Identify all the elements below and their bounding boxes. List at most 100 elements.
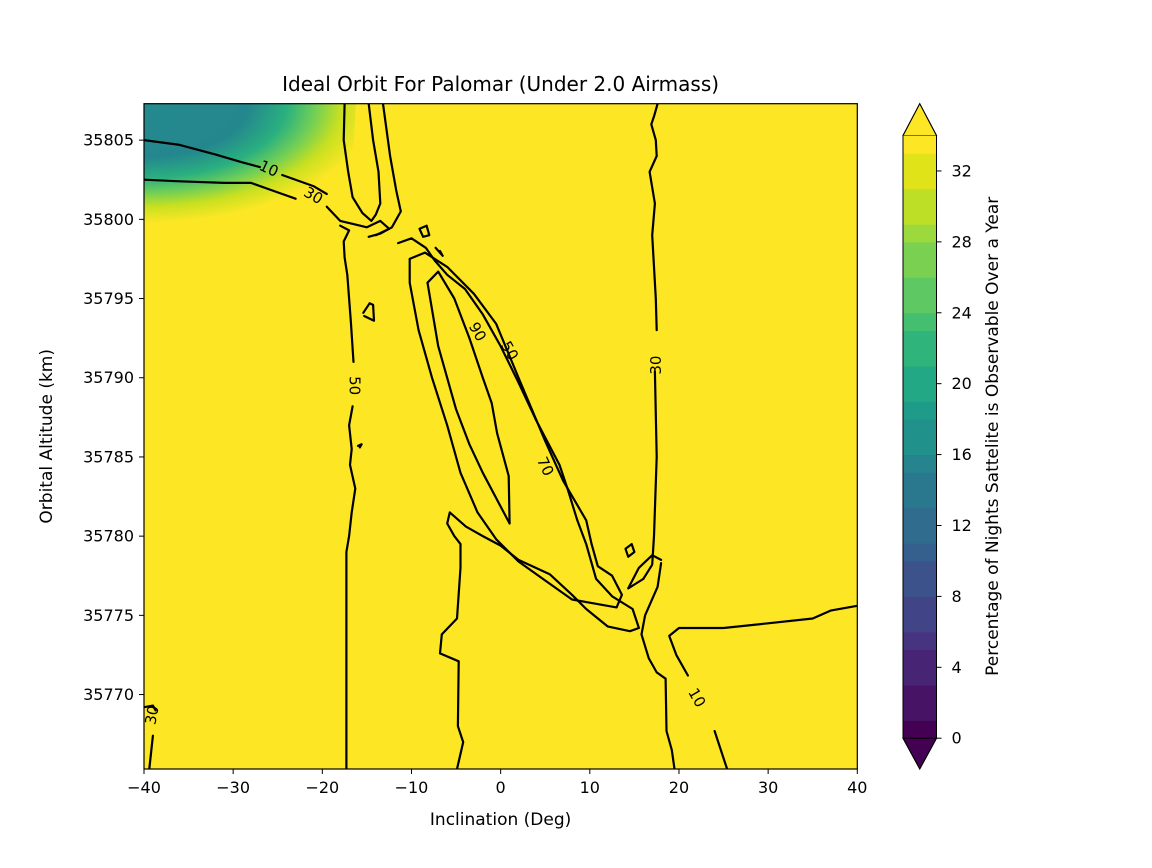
contour-line-30: [148, 734, 154, 769]
low-value-region: [144, 103, 356, 232]
colorbar-band: [903, 454, 937, 473]
contour-line-30: [627, 370, 663, 590]
colorbar-band: [903, 277, 937, 296]
contour-line-10: [144, 139, 261, 169]
y-tick-label: 35770: [83, 685, 134, 704]
y-tick-label: 35800: [83, 210, 134, 229]
colorbar-band: [903, 543, 937, 562]
contour-line-50: [342, 103, 382, 222]
contour-line-10: [668, 604, 858, 677]
contour-line-10: [640, 562, 676, 769]
colorbar-ticks: 0 4 8 12 16 20 24 28 32: [936, 161, 972, 748]
colorbar-band: [903, 348, 937, 367]
y-tick-label: 35775: [83, 606, 134, 625]
colorbar-band: [903, 560, 937, 580]
colorbar-tick-label: 8: [952, 587, 962, 606]
colorbar-band: [903, 685, 937, 704]
colorbar-band: [903, 667, 937, 686]
contour-line-50: [345, 405, 357, 769]
x-tick-label: 20: [669, 778, 689, 797]
y-tick-label: 35795: [83, 289, 134, 308]
x-tick-label: 40: [847, 778, 867, 797]
colorbar-label: Percentage of Nights Sattelite is Observ…: [983, 197, 1003, 676]
contour-line-30: [648, 103, 659, 332]
colorbar-tick-label: 28: [952, 232, 972, 251]
colorbar: 0 4 8 12 16 20 24 28 32 Percentage of Nights Sat…: [902, 102, 1003, 771]
colorbar-band: [903, 241, 937, 261]
colorbar-band: [903, 614, 937, 633]
colorbar-band: [903, 330, 937, 349]
colorbar-band: [903, 436, 937, 456]
colorbar-band: [903, 170, 937, 190]
contour-line-30: [144, 704, 157, 712]
colorbar-band: [903, 206, 937, 225]
colorbar-band: [903, 507, 937, 526]
contour-line-90: [434, 246, 444, 257]
colorbar-band: [903, 490, 937, 509]
colorbar-bands: [903, 135, 937, 739]
x-tick-label: −20: [305, 778, 339, 797]
contour-line-90: [624, 543, 636, 558]
colorbar-tick-label: 0: [952, 729, 962, 748]
colorbar-band: [903, 419, 937, 438]
x-tick-label: −30: [216, 778, 250, 797]
colorbar-tick-label: 20: [952, 374, 972, 393]
colorbar-band: [903, 295, 937, 314]
contour-line-90: [356, 443, 363, 449]
contour-line-50: [367, 103, 402, 238]
contour-line-90: [426, 270, 511, 525]
contour-line-50: [339, 224, 355, 363]
colorbar-band: [903, 720, 937, 739]
colorbar-band: [903, 525, 937, 544]
colorbar-band: [903, 578, 937, 597]
colorbar-tick-label: 32: [952, 161, 972, 180]
contour-label: 50: [345, 376, 363, 395]
x-tick-label: −10: [395, 778, 429, 797]
colorbar-over-extension: [902, 102, 938, 136]
colorbar-band: [903, 259, 937, 278]
colorbar-band: [903, 383, 937, 402]
x-axis-ticks: −40 −30 −20 −10 0 10 20 30 40: [127, 769, 867, 797]
colorbar-band: [903, 153, 937, 172]
contour-label: 30: [647, 356, 665, 375]
contour-line-10: [713, 729, 729, 769]
contour-label: 30: [142, 704, 163, 726]
y-axis-label: Orbital Altitude (km): [37, 349, 57, 524]
colorbar-band: [903, 631, 937, 651]
colorbar-tick-label: 12: [952, 516, 972, 535]
x-axis-label: Inclination (Deg): [430, 810, 571, 830]
y-tick-label: 35790: [83, 368, 134, 387]
colorbar-band: [903, 365, 937, 385]
y-axis-ticks: 35770 35775 35780 35785 35790 35795 35800 35805: [83, 131, 144, 704]
colorbar-band: [903, 224, 937, 243]
y-tick-label: 35805: [83, 131, 134, 150]
contour-line-50: [397, 237, 640, 769]
chart-title: Ideal Orbit For Palomar (Under 2.0 Airma…: [282, 72, 719, 96]
colorbar-band: [903, 596, 937, 615]
x-tick-label: 0: [496, 778, 506, 797]
contour-line-10: [281, 173, 328, 196]
y-tick-label: 35785: [83, 447, 134, 466]
contour-line-90: [362, 302, 376, 322]
colorbar-band: [903, 702, 937, 721]
contour-line-90: [418, 224, 431, 238]
colorbar-band: [903, 649, 937, 668]
x-tick-label: −40: [127, 778, 161, 797]
y-tick-label: 35780: [83, 527, 134, 546]
colorbar-band: [903, 135, 937, 154]
contour-line-30: [144, 178, 297, 200]
colorbar-tick-label: 16: [952, 445, 972, 464]
colorbar-tick-label: 24: [952, 303, 972, 322]
colorbar-band: [903, 401, 937, 420]
colorbar-tick-label: 4: [952, 658, 962, 677]
x-tick-label: 30: [758, 778, 778, 797]
colorbar-band: [903, 312, 937, 331]
colorbar-under-extension: [902, 737, 938, 771]
colorbar-band: [903, 188, 937, 207]
x-tick-label: 10: [580, 778, 600, 797]
contour-lines: [144, 103, 858, 769]
colorbar-band: [903, 472, 937, 491]
